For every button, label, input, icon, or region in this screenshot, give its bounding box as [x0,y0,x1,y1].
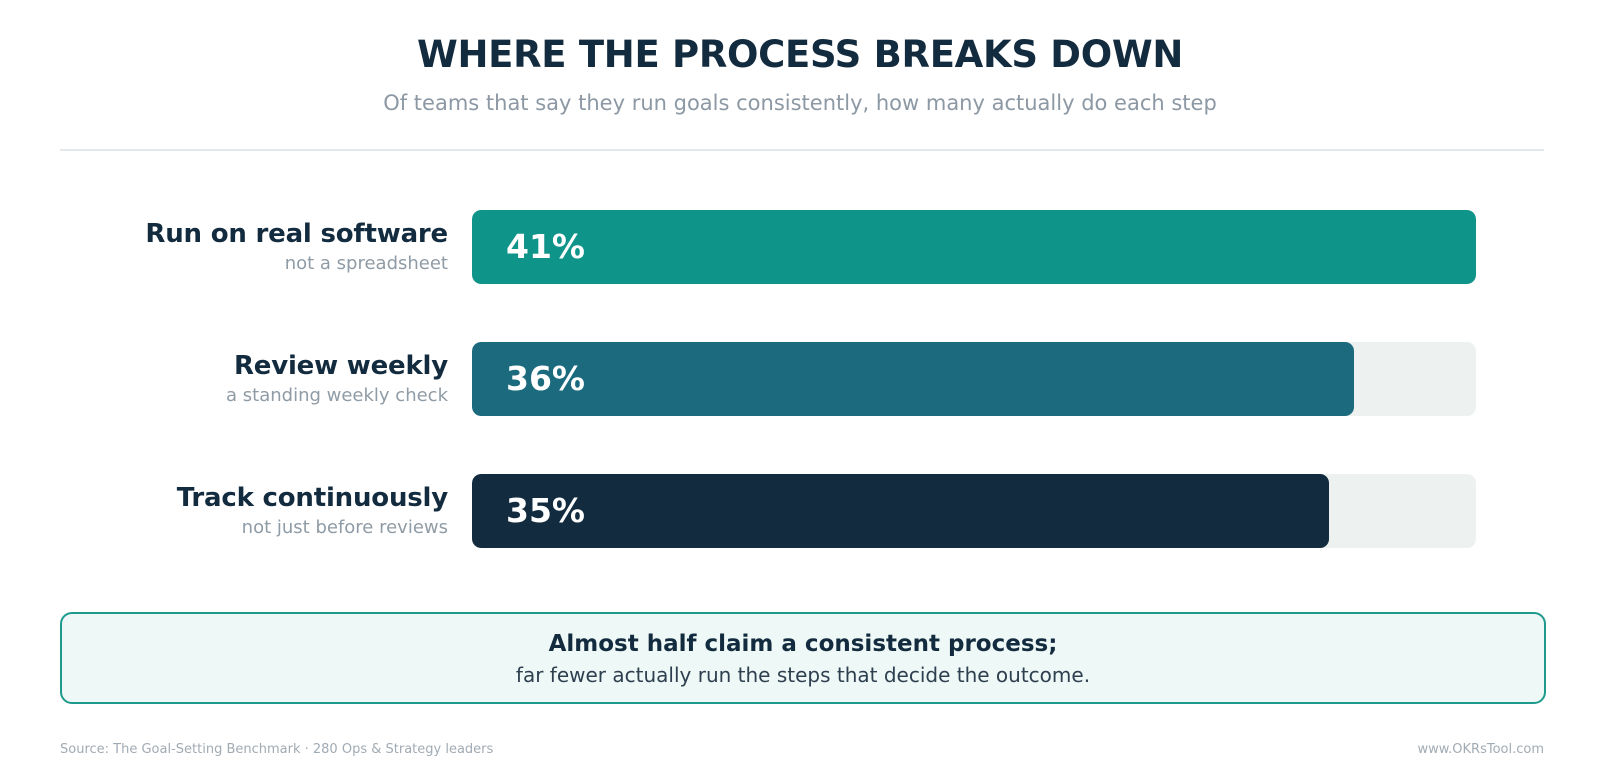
header-divider [60,149,1544,151]
callout-body: far fewer actually run the steps that de… [515,663,1091,687]
bar-label: Review weekly a standing weekly check [226,350,448,408]
category-sublabel: not just before reviews [241,517,448,538]
category-label: Review weekly [233,351,448,381]
bar: 41% [472,210,1476,284]
bar: 35% [472,474,1329,548]
bar-track: 35% [472,474,1476,548]
bar-value-label: 36% [506,359,585,398]
bar-label: Run on real software not a spreadsheet [145,218,448,276]
bar: 36% [472,342,1354,416]
chart-title: WHERE THE PROCESS BREAKS DOWN [416,33,1184,76]
bar-value-label: 41% [506,227,585,266]
takeaway-callout: Almost half claim a consistent process; … [60,612,1546,704]
source-note: Source: The Goal-Setting Benchmark · 280… [60,742,494,757]
site-url[interactable]: www.OKRsTool.com [1417,742,1544,757]
category-label: Track continuously [176,483,448,513]
bar-track: 36% [472,342,1476,416]
bar-track: 41% [472,210,1476,284]
category-sublabel: a standing weekly check [226,385,448,406]
bar-value-label: 35% [506,491,585,530]
category-sublabel: not a spreadsheet [284,253,448,274]
callout-headline: Almost half claim a consistent process; [548,631,1058,657]
category-label: Run on real software [145,219,448,249]
chart-subtitle: Of teams that say they run goals consist… [383,91,1217,115]
bar-label: Track continuously not just before review… [177,482,448,540]
